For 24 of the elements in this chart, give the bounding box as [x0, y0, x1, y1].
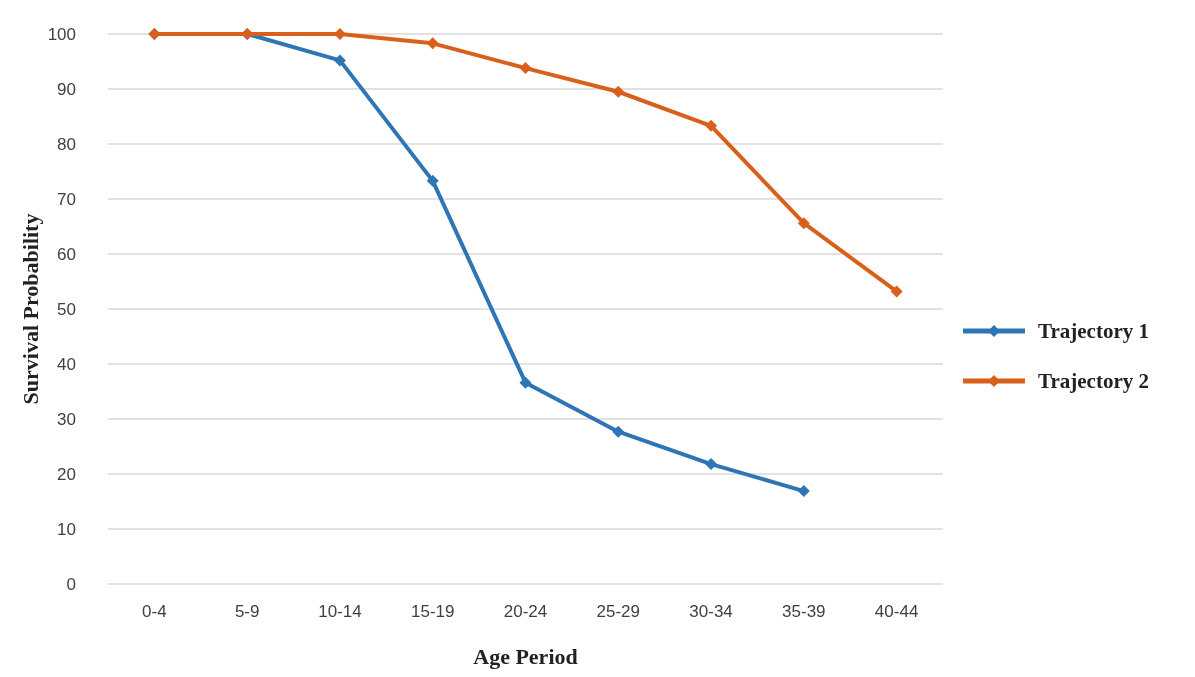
y-tick-label: 70 [57, 189, 76, 209]
y-axis-title: Survival Probability [18, 213, 43, 405]
x-tick-label: 5-9 [234, 602, 260, 621]
x-tick-label: 35-39 [782, 602, 826, 621]
y-tick-label: 60 [57, 244, 76, 264]
y-tick-label: 100 [47, 24, 76, 44]
y-tick-label: 90 [57, 79, 76, 99]
y-tick-label: 40 [57, 354, 76, 374]
y-tick-label: 80 [57, 134, 76, 154]
x-tick-label: 25-29 [596, 602, 641, 621]
y-tick-label: 50 [57, 299, 76, 319]
x-axis-title: Age Period [473, 644, 578, 669]
x-tick-label: 10-14 [318, 602, 362, 621]
x-tick-label: 20-24 [503, 602, 548, 621]
y-tick-label: 0 [66, 574, 76, 594]
x-tick-label: 15-19 [410, 602, 455, 621]
legend-label: Trajectory 1 [1038, 319, 1149, 344]
y-tick-label: 20 [57, 464, 76, 484]
y-tick-label: 30 [57, 409, 76, 429]
legend-label: Trajectory 2 [1038, 369, 1149, 394]
x-tick-label: 0-4 [142, 602, 167, 621]
x-tick-label: 40-44 [874, 602, 919, 621]
x-tick-label: 30-34 [689, 602, 733, 621]
y-tick-label: 10 [57, 519, 76, 539]
